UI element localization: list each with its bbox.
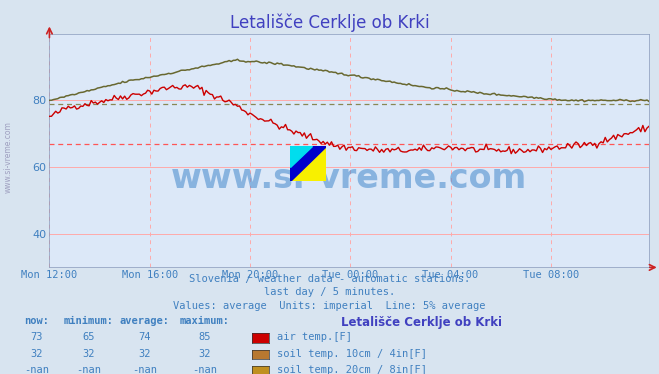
Text: Values: average  Units: imperial  Line: 5% average: Values: average Units: imperial Line: 5%…: [173, 301, 486, 311]
Text: maximum:: maximum:: [179, 316, 229, 326]
Text: 85: 85: [198, 332, 210, 343]
Text: 73: 73: [30, 332, 42, 343]
Text: www.si-vreme.com: www.si-vreme.com: [3, 121, 13, 193]
Text: -nan: -nan: [24, 365, 49, 374]
Text: minimum:: minimum:: [64, 316, 114, 326]
Text: www.si-vreme.com: www.si-vreme.com: [171, 162, 527, 195]
Text: 32: 32: [83, 349, 95, 359]
Text: Letališče Cerklje ob Krki: Letališče Cerklje ob Krki: [230, 13, 429, 31]
Text: -nan: -nan: [192, 365, 217, 374]
Text: -nan: -nan: [132, 365, 158, 374]
Text: average:: average:: [120, 316, 170, 326]
Text: Slovenia / weather data - automatic stations.: Slovenia / weather data - automatic stat…: [189, 274, 470, 284]
Text: -nan: -nan: [76, 365, 101, 374]
Text: Letališče Cerklje ob Krki: Letališče Cerklje ob Krki: [341, 316, 502, 329]
Polygon shape: [290, 146, 326, 181]
Text: soil temp. 10cm / 4in[F]: soil temp. 10cm / 4in[F]: [277, 349, 427, 359]
Text: air temp.[F]: air temp.[F]: [277, 332, 352, 343]
Polygon shape: [290, 146, 312, 167]
Text: 65: 65: [83, 332, 95, 343]
Text: 32: 32: [30, 349, 42, 359]
Text: 32: 32: [139, 349, 151, 359]
Text: last day / 5 minutes.: last day / 5 minutes.: [264, 287, 395, 297]
Polygon shape: [290, 146, 326, 181]
Text: 32: 32: [198, 349, 210, 359]
Text: now:: now:: [24, 316, 49, 326]
Text: 74: 74: [139, 332, 151, 343]
Text: soil temp. 20cm / 8in[F]: soil temp. 20cm / 8in[F]: [277, 365, 427, 374]
